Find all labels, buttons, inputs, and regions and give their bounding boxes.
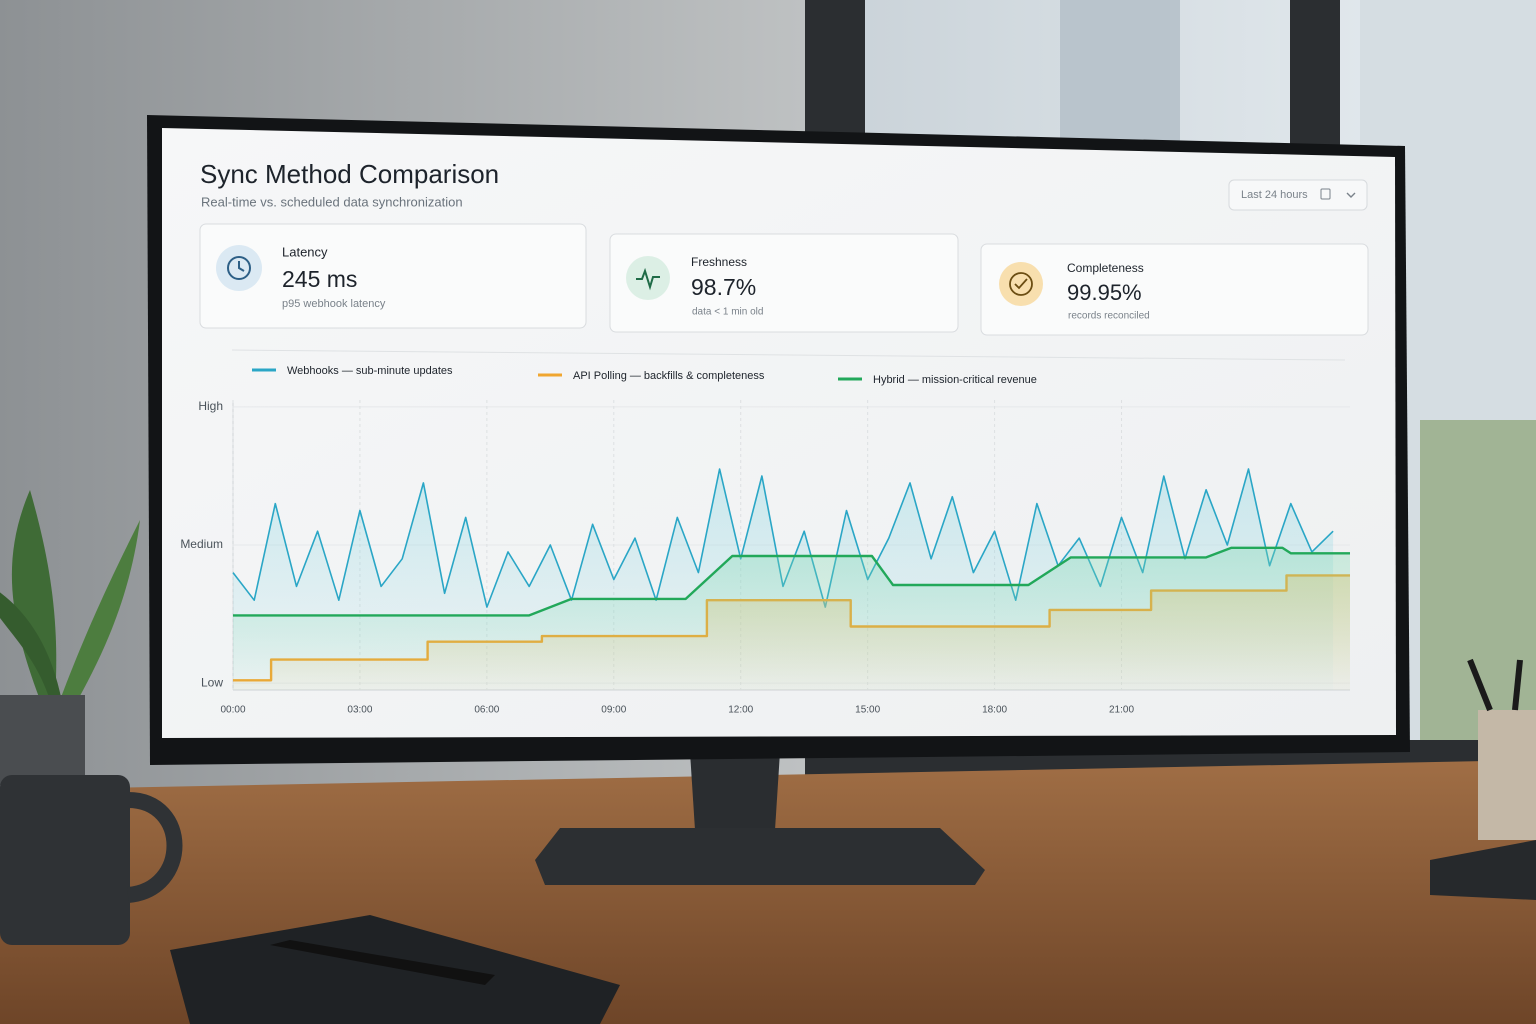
x-tick-label: 21:00 xyxy=(1109,705,1134,716)
icon-bg xyxy=(999,262,1043,306)
date-filter[interactable]: Last 24 hours xyxy=(1228,179,1368,211)
chart: Low Medium High 00:00 03:00 06:00 09:00 12:00 15… xyxy=(180,365,1350,716)
filter-label[interactable]: Last 24 hours xyxy=(1241,189,1308,201)
x-tick-label: 06:00 xyxy=(474,705,499,716)
legend-label: Webhooks — sub-minute updates xyxy=(287,365,453,377)
page-subtitle: Real-time vs. scheduled data synchroniza… xyxy=(201,194,463,209)
divider xyxy=(231,349,1346,361)
x-tick-label: 09:00 xyxy=(601,705,626,716)
series-line xyxy=(233,546,1350,617)
card-box xyxy=(980,243,1369,336)
legend-label: API Polling — backfills & completeness xyxy=(573,370,765,382)
card-box xyxy=(199,223,587,329)
card-box xyxy=(609,233,959,333)
kpi-label: Latency xyxy=(282,244,328,259)
mug xyxy=(0,775,183,945)
notebook xyxy=(170,915,620,1024)
kpi-card: Freshness 98.7% data < 1 min old xyxy=(609,233,959,333)
kpi-card: Completeness 99.95% records reconciled xyxy=(980,243,1369,336)
x-tick-label: 15:00 xyxy=(855,705,880,716)
filter-box[interactable] xyxy=(1228,179,1368,211)
y-tick-label: Medium xyxy=(180,537,223,551)
x-tick-label: 03:00 xyxy=(347,705,372,716)
page-title: Sync Method Comparison xyxy=(200,159,499,189)
kpi-value: 245 ms xyxy=(282,266,357,292)
kpi-label: Completeness xyxy=(1067,261,1144,275)
kpi-note: data < 1 min old xyxy=(692,307,763,318)
kpi-label: Freshness xyxy=(691,255,747,269)
kpi-note: p95 webhook latency xyxy=(282,298,386,310)
legend-label: Hybrid — mission-critical revenue xyxy=(873,374,1037,386)
series-area xyxy=(233,547,1350,690)
pen-cup xyxy=(1430,658,1536,900)
calendar-icon xyxy=(1320,188,1331,200)
kpi-value: 99.95% xyxy=(1067,280,1142,305)
y-tick-label: Low xyxy=(201,675,223,689)
kpi-value: 98.7% xyxy=(691,274,756,300)
clock-hands xyxy=(238,261,245,272)
y-tick-label: High xyxy=(198,399,223,413)
check-mark xyxy=(1014,278,1028,290)
x-tick-label: 18:00 xyxy=(982,705,1007,716)
check-icon xyxy=(1009,272,1033,296)
x-tick-label: 12:00 xyxy=(728,705,753,716)
chevron xyxy=(1346,192,1356,198)
kpi-note: records reconciled xyxy=(1068,311,1150,322)
plant xyxy=(0,490,140,785)
kpi-card: Latency 245 ms p95 webhook latency xyxy=(199,223,587,329)
pulse-icon xyxy=(636,267,660,291)
clock-icon xyxy=(227,256,251,280)
x-tick-label: 00:00 xyxy=(220,705,245,716)
